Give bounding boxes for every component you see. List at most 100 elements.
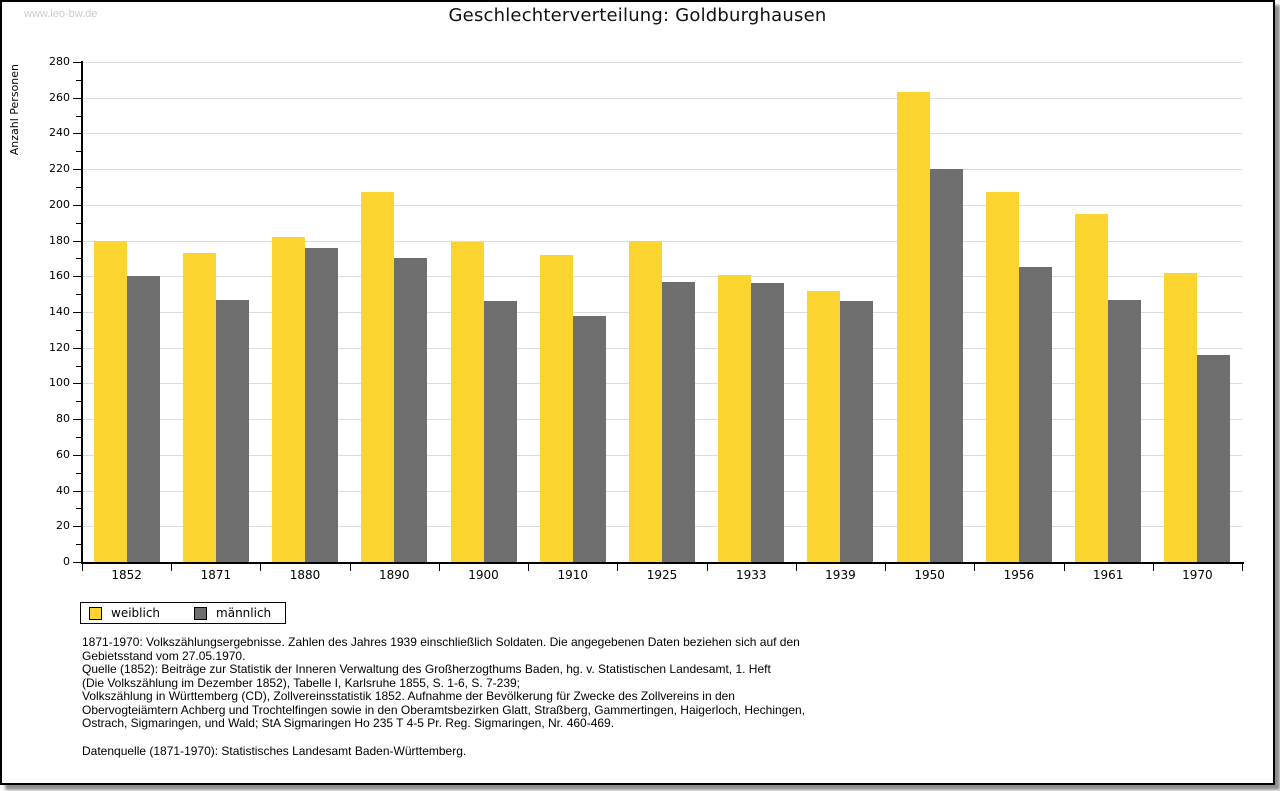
bar-weiblich-1970 bbox=[1164, 272, 1198, 562]
bar-männlich-1956 bbox=[1018, 267, 1052, 562]
y-minor-tick-210 bbox=[76, 187, 81, 188]
y-tick-80 bbox=[73, 419, 81, 421]
y-tick-20 bbox=[73, 526, 81, 528]
y-tick-40 bbox=[73, 490, 81, 492]
gridline-220 bbox=[83, 169, 1242, 171]
y-minor-tick-50 bbox=[76, 472, 81, 474]
legend-item-maennlich: männlich bbox=[194, 606, 271, 620]
x-tick-4 bbox=[438, 564, 440, 571]
chart-legend: weiblich männlich bbox=[80, 602, 287, 624]
bar-männlich-1890 bbox=[394, 258, 428, 562]
maennlich-color-swatch bbox=[194, 606, 208, 620]
y-tick-label-200: 200 bbox=[49, 197, 70, 211]
y-tick-160 bbox=[73, 276, 81, 278]
bar-weiblich-1961 bbox=[1075, 213, 1109, 562]
bar-weiblich-1890 bbox=[361, 192, 395, 562]
bar-weiblich-1900 bbox=[450, 242, 484, 562]
x-label-1933: 1933 bbox=[735, 568, 767, 582]
source-note-line-4: (Die Volkszählung im Dezember 1852), Tab… bbox=[82, 675, 521, 690]
source-note-line-2: Gebietsstand vom 27.05.1970. bbox=[82, 648, 246, 663]
bar-weiblich-1910 bbox=[539, 254, 573, 562]
y-tick-180 bbox=[73, 240, 81, 242]
bar-männlich-1961 bbox=[1108, 299, 1142, 562]
legend-label-maennlich: männlich bbox=[216, 606, 272, 620]
y-tick-label-80: 80 bbox=[56, 412, 70, 426]
x-label-1956: 1956 bbox=[1003, 568, 1035, 582]
legend-item-weiblich: weiblich bbox=[89, 606, 160, 620]
x-tick-3 bbox=[349, 564, 351, 571]
source-note-line-5: Volkszählung in Württemberg (CD), Zollve… bbox=[82, 689, 735, 703]
source-note-line-3: Quelle (1852): Beiträge zur Statistik de… bbox=[82, 662, 771, 676]
y-minor-tick-10 bbox=[76, 544, 81, 546]
x-tick-1 bbox=[171, 564, 173, 571]
gridline-240 bbox=[83, 133, 1242, 135]
y-tick-label-280: 280 bbox=[49, 55, 70, 68]
x-tick-12 bbox=[1152, 564, 1154, 571]
x-label-1939: 1939 bbox=[825, 568, 856, 582]
y-tick-label-140: 140 bbox=[49, 305, 70, 318]
bar-männlich-1939 bbox=[840, 301, 874, 562]
bar-weiblich-1956 bbox=[985, 192, 1019, 562]
bar-weiblich-1950 bbox=[896, 92, 930, 562]
bar-männlich-1933 bbox=[751, 283, 785, 562]
x-label-1852: 1852 bbox=[111, 568, 142, 582]
y-tick-label-260: 260 bbox=[49, 90, 70, 104]
x-tick-6 bbox=[617, 564, 619, 571]
y-tick-label-120: 120 bbox=[49, 340, 70, 354]
y-minor-tick-270 bbox=[76, 79, 81, 81]
y-tick-260 bbox=[73, 97, 81, 99]
x-label-1970: 1970 bbox=[1182, 568, 1213, 582]
y-minor-tick-30 bbox=[76, 508, 81, 510]
x-label-1950: 1950 bbox=[914, 568, 945, 582]
bar-weiblich-1925 bbox=[629, 240, 662, 562]
bar-männlich-1871 bbox=[215, 299, 249, 562]
y-tick-label-160: 160 bbox=[49, 269, 70, 283]
gridline-200 bbox=[83, 204, 1242, 206]
y-minor-tick-70 bbox=[76, 437, 81, 438]
y-tick-100 bbox=[73, 383, 81, 385]
gridline-280 bbox=[83, 62, 1242, 63]
y-tick-label-20: 20 bbox=[56, 519, 70, 533]
y-minor-tick-250 bbox=[76, 115, 81, 117]
x-label-1880: 1880 bbox=[289, 568, 321, 582]
source-notes: 1871-1970: Volkszählungsergebnisse. Zahl… bbox=[82, 635, 912, 731]
bar-männlich-1925 bbox=[662, 281, 695, 562]
x-axis-line bbox=[81, 562, 1244, 564]
y-tick-240 bbox=[73, 133, 81, 135]
y-tick-220 bbox=[73, 169, 81, 171]
bar-weiblich-1852 bbox=[93, 240, 127, 562]
x-label-1900: 1900 bbox=[468, 568, 499, 582]
x-tick-2 bbox=[260, 564, 262, 571]
x-tick-7 bbox=[706, 564, 708, 571]
footer-notes: 1871-1970: Volkszählungsergebnisse. Zahl… bbox=[82, 635, 912, 758]
bar-männlich-1950 bbox=[929, 169, 963, 562]
y-tick-label-180: 180 bbox=[49, 233, 70, 247]
gridline-260 bbox=[83, 97, 1242, 99]
x-label-1890: 1890 bbox=[379, 568, 410, 582]
y-minor-tick-150 bbox=[76, 294, 81, 296]
y-tick-60 bbox=[73, 454, 81, 456]
x-tick-9 bbox=[885, 564, 887, 571]
y-tick-140 bbox=[73, 312, 81, 313]
x-tick-8 bbox=[795, 564, 797, 571]
bar-weiblich-1933 bbox=[718, 274, 752, 562]
source-note-line-1: 1871-1970: Volkszählungsergebnisse. Zahl… bbox=[82, 635, 800, 649]
x-tick-0 bbox=[82, 564, 83, 571]
source-note-line-7: Ostrach, Sigmaringen, und Wald; StA Sigm… bbox=[82, 716, 615, 730]
bar-männlich-1910 bbox=[572, 315, 606, 562]
y-tick-label-0: 0 bbox=[63, 555, 70, 568]
y-tick-0 bbox=[73, 562, 81, 563]
x-tick-10 bbox=[974, 564, 976, 571]
gridline-160 bbox=[83, 276, 1242, 278]
y-minor-tick-90 bbox=[76, 401, 81, 403]
bar-männlich-1852 bbox=[126, 276, 160, 562]
y-minor-tick-110 bbox=[76, 365, 81, 367]
y-axis-line bbox=[81, 61, 83, 564]
gridline-180 bbox=[83, 240, 1242, 242]
chart-title: Geschlechterverteilung: Goldburghausen bbox=[448, 5, 827, 26]
y-tick-label-220: 220 bbox=[49, 162, 70, 176]
bar-männlich-1900 bbox=[483, 301, 517, 562]
x-tick-13 bbox=[1242, 564, 1243, 571]
